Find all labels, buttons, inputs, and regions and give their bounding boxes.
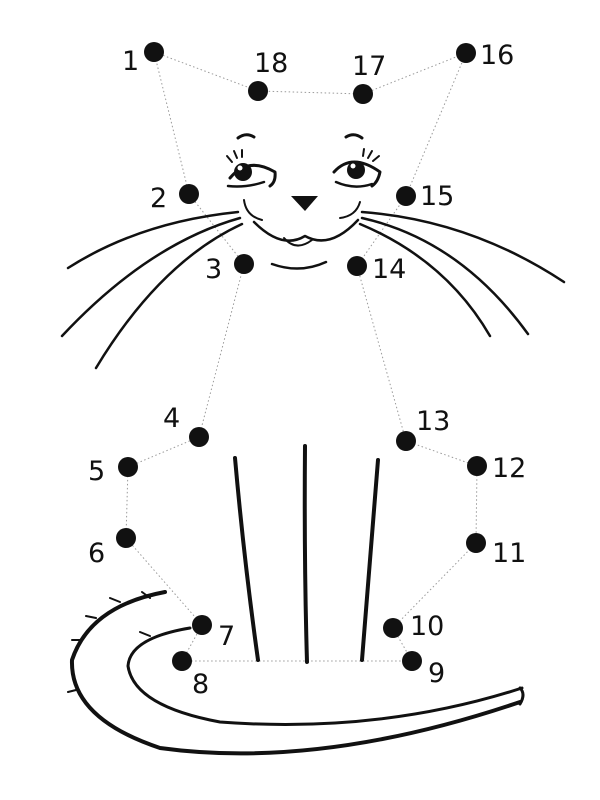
dot-11[interactable]: [466, 533, 486, 553]
dot-14[interactable]: [347, 256, 367, 276]
dot-14-label: 14: [372, 254, 406, 285]
dot-18[interactable]: [248, 81, 268, 101]
dot-4[interactable]: [189, 427, 209, 447]
dot-8[interactable]: [172, 651, 192, 671]
dot-17[interactable]: [353, 84, 373, 104]
dot-9[interactable]: [402, 651, 422, 671]
dot-18-label: 18: [254, 48, 288, 79]
dot-12[interactable]: [467, 456, 487, 476]
dot-1-label: 1: [122, 46, 139, 77]
dot-3-label: 3: [205, 254, 222, 285]
cat-tail: [67, 590, 525, 756]
mouth: [252, 218, 360, 242]
right-eyebrow: [344, 133, 364, 140]
dot-13-label: 13: [416, 406, 450, 437]
dot-10-label: 10: [410, 611, 444, 642]
left-eye-icon: [226, 149, 277, 188]
dot-7[interactable]: [192, 615, 212, 635]
dot-12-label: 12: [492, 453, 526, 484]
nose-icon: [291, 196, 318, 211]
dot-8-label: 8: [192, 669, 209, 700]
dot-16[interactable]: [456, 43, 476, 63]
dot-5-label: 5: [88, 456, 105, 487]
dot-5[interactable]: [118, 457, 138, 477]
left-whiskers: [60, 210, 244, 370]
dot-15[interactable]: [396, 186, 416, 206]
chin: [270, 260, 328, 270]
cat-face-drawing: [60, 133, 566, 370]
right-whiskers: [358, 210, 566, 338]
dot-9-label: 9: [428, 658, 445, 689]
dot-2[interactable]: [179, 184, 199, 204]
dot-6-label: 6: [88, 538, 105, 569]
dot-1[interactable]: [144, 42, 164, 62]
dot-4-label: 4: [163, 403, 180, 434]
dot-guide-path: [125, 51, 478, 662]
numbered-dots: 1 2 3 4 5 6 7 8 9 10 11 12 13 14 15 16 1: [88, 40, 526, 700]
cat-body-lines: [233, 444, 380, 664]
dot-6[interactable]: [116, 528, 136, 548]
left-cheek: [243, 199, 263, 221]
tongue: [283, 237, 313, 247]
dot-10[interactable]: [383, 618, 403, 638]
dot-17-label: 17: [352, 51, 386, 82]
right-eye-icon: [332, 148, 382, 188]
dot-2-label: 2: [150, 183, 167, 214]
right-cheek: [339, 201, 361, 219]
dot-16-label: 16: [480, 40, 514, 71]
dot-11-label: 11: [492, 538, 526, 569]
dot-7-label: 7: [218, 621, 235, 652]
left-eyebrow: [236, 133, 256, 140]
dot-3[interactable]: [234, 254, 254, 274]
dot-13[interactable]: [396, 431, 416, 451]
dot-15-label: 15: [420, 181, 454, 212]
